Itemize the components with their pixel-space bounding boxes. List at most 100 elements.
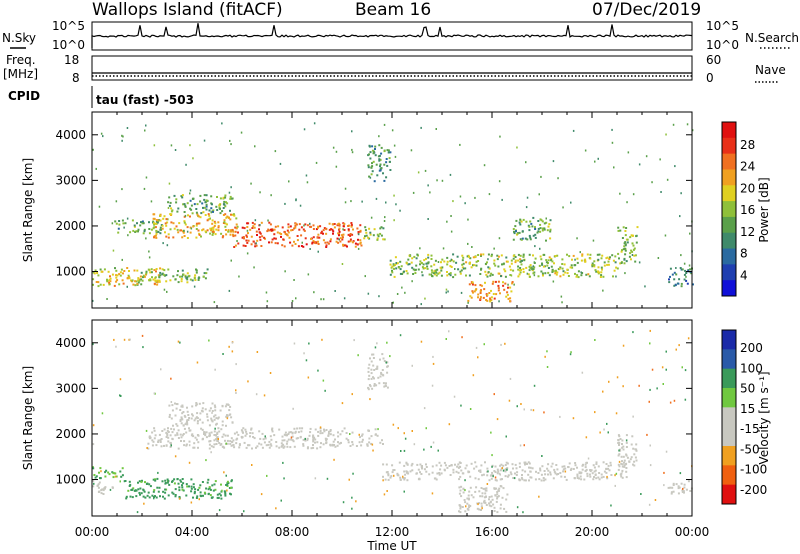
scatter-cell — [188, 485, 190, 488]
scatter-cell — [138, 279, 141, 282]
scatter-cell — [432, 355, 434, 358]
scatter-cell — [399, 260, 402, 263]
scatter-cell — [500, 463, 503, 466]
scatter-cell — [213, 439, 216, 442]
scatter-cell — [295, 198, 297, 201]
scatter-cell — [459, 505, 462, 508]
scatter-cell — [503, 268, 506, 271]
scatter-cell — [481, 507, 483, 510]
scatter-cell — [431, 471, 434, 474]
scatter-cell — [161, 224, 164, 227]
scatter-cell — [547, 469, 550, 472]
scatter-cell — [438, 461, 441, 464]
scatter-cell — [149, 278, 152, 281]
colorbar-segment — [722, 137, 736, 155]
scatter-cell — [522, 511, 524, 514]
scatter-cell — [680, 254, 682, 257]
scatter-cell — [493, 259, 496, 262]
scatter-cell — [547, 225, 550, 228]
scatter-cell — [211, 420, 214, 423]
scatter-cell — [324, 437, 327, 440]
scatter-cell — [478, 508, 481, 511]
scatter-cell — [264, 435, 266, 438]
scatter-cell — [281, 439, 284, 442]
scatter-cell — [404, 437, 407, 440]
colorbar-segment — [722, 280, 736, 297]
scatter-cell — [431, 275, 434, 278]
scatter-cell — [271, 238, 274, 241]
scatter-cell — [140, 221, 142, 224]
scatter-cell — [160, 445, 163, 448]
scatter-cell — [502, 487, 505, 490]
scatter-cell — [382, 475, 384, 478]
scatter-cell — [230, 213, 232, 216]
scatter-cell — [461, 259, 464, 262]
scatter-cell — [149, 271, 152, 274]
scatter-cell — [377, 428, 379, 431]
scatter-cell — [623, 247, 626, 250]
scatter-cell — [186, 406, 188, 409]
scatter-cell — [479, 298, 482, 300]
scatter-cell — [493, 506, 496, 509]
scatter-cell — [437, 261, 440, 263]
scatter-cell — [532, 409, 535, 412]
scatter-cell — [546, 229, 549, 232]
scatter-cell — [379, 227, 382, 230]
freq-label-2: [MHz] — [3, 67, 38, 81]
scatter-cell — [276, 231, 279, 234]
scatter-cell — [528, 253, 531, 256]
scatter-cell — [156, 477, 159, 480]
scatter-cell — [269, 443, 272, 446]
scatter-cell — [525, 161, 527, 164]
scatter-cell — [104, 471, 107, 474]
scatter-cell — [249, 435, 251, 438]
scatter-cell — [543, 222, 546, 225]
scatter-cell — [469, 486, 472, 489]
scatter-cell — [420, 303, 422, 306]
scatter-cell — [191, 413, 193, 416]
scatter-cell — [595, 463, 598, 465]
scatter-cell — [574, 462, 577, 464]
scatter-cell — [348, 478, 350, 481]
scatter-cell — [192, 483, 195, 486]
scatter-cell — [314, 441, 316, 444]
scatter-cell — [268, 446, 271, 449]
scatter-cell — [484, 270, 487, 273]
scatter-cell — [330, 228, 333, 231]
scatter-cell — [133, 269, 136, 272]
scatter-cell — [252, 240, 255, 243]
scatter-cell — [283, 477, 285, 480]
scatter-cell — [226, 417, 229, 420]
scatter-cell — [622, 248, 625, 251]
scatter-cell — [228, 191, 231, 194]
scatter-cell — [235, 227, 238, 230]
scatter-cell — [445, 288, 448, 291]
scatter-cell — [208, 440, 211, 443]
scatter-cell — [206, 413, 209, 416]
scatter-cell — [436, 268, 439, 271]
scatter-cell — [106, 278, 108, 281]
nave-label: Nave — [755, 63, 786, 77]
scatter-cell — [112, 476, 115, 479]
scatter-cell — [312, 444, 314, 446]
scatter-cell — [385, 382, 387, 385]
scatter-cell — [211, 410, 214, 412]
scatter-cell — [555, 273, 558, 276]
scatter-cell — [203, 491, 206, 494]
scatter-cell — [588, 275, 591, 278]
scatter-cell — [214, 488, 217, 491]
scatter-cell — [663, 484, 665, 487]
scatter-cell — [554, 472, 557, 475]
scatter-cell — [311, 241, 314, 244]
scatter-cell — [576, 475, 579, 478]
scatter-cell — [533, 274, 536, 277]
scatter-cell — [217, 427, 220, 430]
scatter-cell — [151, 439, 154, 442]
scatter-cell — [481, 492, 484, 495]
scatter-cell — [319, 430, 322, 432]
scatter-cell — [385, 361, 388, 364]
scatter-cell — [368, 429, 370, 432]
scatter-cell — [210, 229, 213, 232]
scatter-cell — [498, 300, 500, 303]
